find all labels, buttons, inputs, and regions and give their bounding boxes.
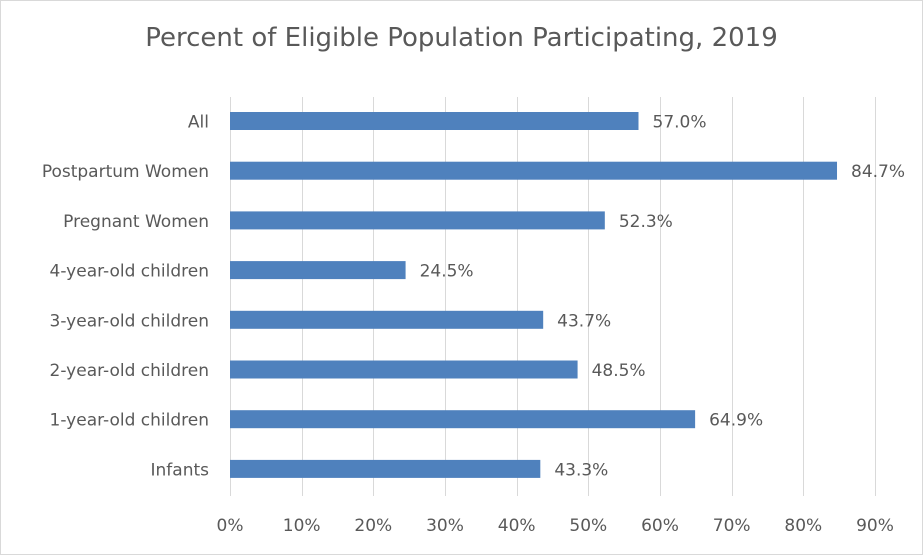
bar <box>230 261 406 280</box>
data-label: 43.7% <box>557 311 611 331</box>
data-label: 24.5% <box>420 262 474 282</box>
category-label: Postpartum Women <box>42 162 209 182</box>
x-tick-label: 90% <box>856 516 894 536</box>
category-label: 4-year-old children <box>50 262 209 282</box>
data-label: 57.0% <box>653 113 707 133</box>
bar <box>230 310 544 329</box>
data-label: 43.3% <box>554 460 608 480</box>
bar <box>230 211 605 230</box>
x-tick-label: 40% <box>498 516 536 536</box>
data-label: 52.3% <box>619 212 673 232</box>
x-tick-label: 80% <box>784 516 822 536</box>
data-label: 48.5% <box>592 361 646 381</box>
x-tick-label: 50% <box>569 516 607 536</box>
x-tick-label: 20% <box>354 516 392 536</box>
bar <box>230 161 838 180</box>
data-label: 84.7% <box>851 162 905 182</box>
x-tick-label: 60% <box>641 516 679 536</box>
category-label: 1-year-old children <box>50 411 209 431</box>
category-label: Infants <box>151 460 210 480</box>
x-tick-label: 10% <box>283 516 321 536</box>
category-label: Pregnant Women <box>63 212 209 232</box>
bar <box>230 410 696 429</box>
x-tick-labels: 0% 10% 20% 30% 40% 50% 60% 70% 80% 90% <box>217 516 894 536</box>
bar <box>230 459 541 478</box>
bar <box>230 112 639 130</box>
category-labels: All Postpartum Women Pregnant Women 4-year-… <box>42 113 209 481</box>
x-tick-label: 30% <box>426 516 464 536</box>
x-tick-label: 70% <box>713 516 751 536</box>
data-label: 64.9% <box>709 411 763 431</box>
data-labels: 57.0% 84.7% 52.3% 24.5% 43.7% 48.5% 64.9% 43.3% <box>420 113 905 481</box>
gridlines <box>230 97 876 496</box>
bar <box>230 360 578 379</box>
bars <box>230 112 838 478</box>
x-tick-label: 0% <box>217 516 244 536</box>
category-label: 2-year-old children <box>50 361 209 381</box>
chart-title: Percent of Eligible Population Participa… <box>145 23 778 53</box>
category-label: 3-year-old children <box>50 311 209 331</box>
category-label: All <box>188 113 209 133</box>
